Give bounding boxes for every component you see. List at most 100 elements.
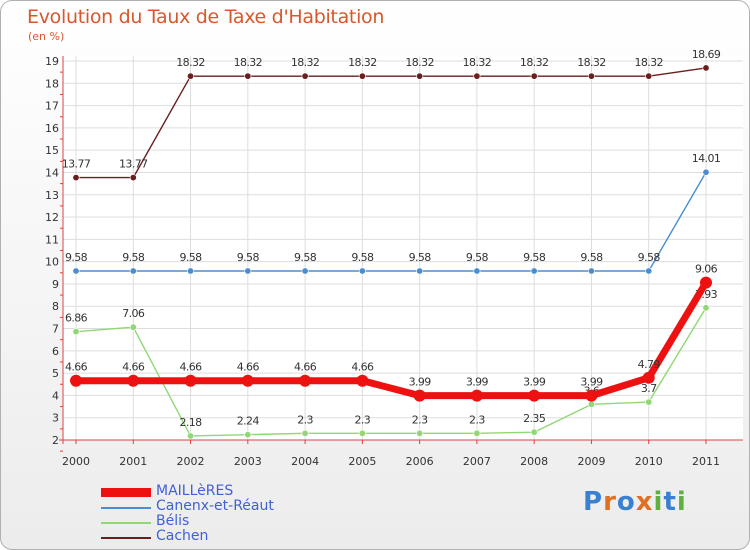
x-tick-label: 2005 (348, 455, 376, 468)
legend-label: Canenx-et-Réaut (156, 498, 274, 514)
y-tick-label: 6 (52, 345, 59, 358)
data-point-cachen (244, 72, 252, 80)
y-tick-label: 3 (52, 412, 59, 425)
data-point-maill-res (470, 389, 483, 402)
data-label-canenx-et-r-aut: 9.58 (580, 251, 603, 264)
data-label-canenx-et-r-aut: 9.58 (294, 251, 317, 264)
data-label-cachen: 18.32 (234, 56, 263, 69)
x-tick-label: 2008 (520, 455, 548, 468)
x-tick-label: 2001 (119, 455, 147, 468)
data-point-b-lis (473, 429, 481, 437)
logo-letter: r (603, 487, 617, 517)
data-label-cachen: 13.77 (62, 158, 91, 171)
data-point-b-lis (129, 323, 137, 331)
legend-item: Bélis (101, 513, 361, 531)
data-label-canenx-et-r-aut: 9.58 (351, 251, 374, 264)
data-label-canenx-et-r-aut: 9.58 (638, 251, 661, 264)
logo-letter: P (583, 487, 604, 517)
series-line-cachen (76, 67, 707, 179)
data-label-maill-res: 4.66 (237, 361, 260, 374)
data-point-b-lis (530, 428, 538, 436)
data-point-b-lis (72, 328, 80, 336)
data-label-canenx-et-r-aut: 9.58 (122, 251, 145, 264)
data-point-canenx-et-r-aut (645, 267, 653, 275)
y-tick-label: 4 (52, 389, 59, 402)
data-point-cachen (587, 72, 595, 80)
data-label-maill-res: 4.66 (65, 361, 88, 374)
series-line-maill-res (76, 280, 709, 400)
x-tick-label: 2011 (692, 455, 720, 468)
y-unit-label: (en %) (28, 30, 65, 43)
data-point-canenx-et-r-aut (473, 267, 481, 275)
data-point-canenx-et-r-aut (530, 267, 538, 275)
data-label-maill-res: 3.99 (580, 376, 603, 389)
y-tick-label: 18 (45, 77, 59, 90)
data-label-b-lis: 2.35 (523, 412, 546, 425)
chart-title: Evolution du Taux de Taxe d'Habitation (27, 6, 385, 28)
data-label-maill-res: 3.99 (409, 376, 432, 389)
legend-swatch (101, 507, 151, 509)
data-label-cachen: 18.32 (405, 56, 434, 69)
x-tick-label: 2007 (463, 455, 491, 468)
data-point-b-lis (187, 432, 195, 440)
data-point-maill-res (70, 374, 82, 387)
data-point-cachen (530, 72, 538, 80)
data-point-canenx-et-r-aut (129, 267, 137, 275)
data-point-maill-res (642, 371, 655, 384)
legend-item: Canenx-et-Réaut (101, 498, 361, 516)
data-label-maill-res: 4.66 (351, 361, 374, 374)
data-label-cachen: 18.32 (176, 56, 205, 69)
data-label-maill-res: 4.79 (638, 358, 661, 371)
data-label-maill-res: 4.66 (122, 361, 145, 374)
data-point-canenx-et-r-aut (358, 267, 366, 275)
logo-letter: i (653, 487, 664, 517)
legend-label: MAILLèRES (156, 483, 234, 499)
data-label-b-lis: 2.24 (237, 415, 260, 428)
data-label-canenx-et-r-aut: 9.58 (65, 251, 88, 264)
data-label-cachen: 18.32 (291, 56, 320, 69)
data-point-maill-res (241, 374, 254, 387)
y-tick-label: 13 (45, 189, 59, 202)
data-label-maill-res: 9.06 (695, 263, 718, 276)
data-label-canenx-et-r-aut: 9.58 (466, 251, 489, 264)
data-point-canenx-et-r-aut (244, 267, 252, 275)
y-tick-label: 14 (45, 166, 59, 179)
y-tick-label: 11 (45, 233, 59, 246)
data-point-canenx-et-r-aut (301, 267, 309, 275)
legend-swatch (101, 537, 151, 539)
y-tick-label: 5 (52, 367, 59, 380)
data-label-cachen: 18.32 (577, 56, 606, 69)
data-point-b-lis (587, 400, 595, 408)
data-point-cachen (187, 72, 195, 80)
legend-label: Bélis (156, 513, 190, 529)
logo-letter: x (635, 487, 654, 517)
data-label-maill-res: 4.66 (179, 361, 202, 374)
data-label-canenx-et-r-aut: 14.01 (692, 152, 721, 165)
data-point-canenx-et-r-aut (416, 267, 424, 275)
logo-letter: i (676, 487, 687, 517)
y-tick-label: 2 (52, 434, 59, 447)
data-label-b-lis: 2.3 (355, 413, 371, 426)
data-label-maill-res: 3.99 (523, 376, 546, 389)
data-point-cachen (473, 72, 481, 80)
data-point-cachen (645, 72, 653, 80)
data-point-b-lis (244, 431, 252, 439)
data-point-maill-res (413, 389, 426, 402)
data-label-cachen: 18.32 (463, 56, 492, 69)
data-label-b-lis: 7.06 (122, 307, 145, 320)
data-label-canenx-et-r-aut: 9.58 (409, 251, 432, 264)
data-point-maill-res (700, 276, 712, 289)
data-label-b-lis: 2.3 (297, 413, 313, 426)
data-point-maill-res (299, 374, 312, 387)
legend-label: Cachen (156, 528, 209, 544)
x-tick-label: 2000 (62, 455, 90, 468)
logo-letter: o (616, 487, 636, 517)
data-point-b-lis (358, 429, 366, 437)
data-point-b-lis (301, 429, 309, 437)
legend-item: MAILLèRES (101, 483, 361, 501)
data-label-b-lis: 2.3 (412, 413, 428, 426)
data-label-canenx-et-r-aut: 9.58 (179, 251, 202, 264)
data-point-canenx-et-r-aut (587, 267, 595, 275)
data-point-canenx-et-r-aut (187, 267, 195, 275)
